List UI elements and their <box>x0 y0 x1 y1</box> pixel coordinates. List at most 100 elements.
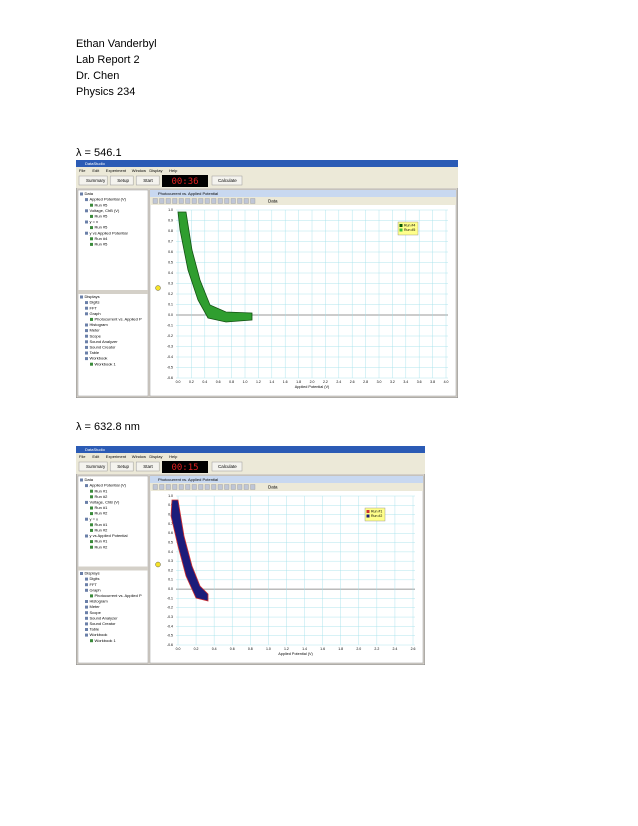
window-title: DataStudio <box>85 447 106 452</box>
tree-item: y = x <box>90 219 99 224</box>
tool-icon <box>191 198 197 204</box>
y-tick-label: 0.4 <box>168 271 173 275</box>
tool-icon <box>224 484 230 490</box>
x-tick-label: 0.8 <box>248 647 253 651</box>
tool-icon <box>178 484 184 490</box>
tool-icon <box>165 484 171 490</box>
tree-icon <box>85 600 88 603</box>
tree-item: Data <box>85 191 94 196</box>
calculate-label: Calculate <box>218 178 237 183</box>
y-tick-label: -0.2 <box>167 334 173 338</box>
y-tick-label: 0.2 <box>168 292 173 296</box>
tree-item: Voltage, ChB (V) <box>90 499 120 504</box>
menu-item: File <box>79 454 86 459</box>
x-tick-label: 3.4 <box>403 380 408 384</box>
x-tick-label: 0.0 <box>176 380 181 384</box>
menu-item: Edit <box>92 454 100 459</box>
calculate-label: Calculate <box>218 464 237 469</box>
tool-icon <box>217 484 223 490</box>
x-tick-label: 1.2 <box>284 647 289 651</box>
y-tick-label: -0.5 <box>167 365 173 369</box>
tree-item: Sound Analyzer <box>90 615 119 620</box>
tree-item: FFT <box>90 305 98 310</box>
tree-icon <box>90 214 93 218</box>
tree-icon <box>85 500 88 504</box>
tool-icon <box>172 198 178 204</box>
tree-item: Run #5 <box>95 202 109 207</box>
tree-item: FFT <box>90 582 98 587</box>
menu-item: Help <box>169 168 178 173</box>
tree-icon <box>85 323 88 327</box>
tree-item: Meter <box>90 604 101 609</box>
legend-swatch <box>399 228 403 232</box>
tree-icon <box>90 362 93 366</box>
y-tick-label: 0.9 <box>168 503 173 507</box>
x-tick-label: 2.8 <box>363 380 368 384</box>
tree-icon <box>85 306 88 310</box>
x-tick-label: 0.2 <box>194 647 199 651</box>
tree-item: Displays <box>85 294 100 299</box>
graph-toolbar <box>150 483 423 491</box>
legend-label: Run #1 <box>371 510 382 514</box>
tree-icon <box>90 512 93 516</box>
author: Ethan Vanderbyl <box>76 38 157 50</box>
tree-icon <box>85 357 88 361</box>
tree-icon <box>85 351 88 355</box>
y-tick-label: -0.5 <box>167 634 173 638</box>
tool-icon <box>178 198 184 204</box>
title-bar <box>76 446 425 453</box>
tree-icon <box>90 540 93 544</box>
menu-bar <box>76 167 458 174</box>
x-tick-label: 2.6 <box>411 647 416 651</box>
tree-icon <box>90 523 93 527</box>
tree-icon <box>85 329 88 333</box>
graph-toolbar-label: Data <box>268 198 278 203</box>
tree-icon <box>85 616 88 620</box>
tool-icon <box>152 484 158 490</box>
x-tick-label: 0.6 <box>230 647 235 651</box>
tool-icon <box>198 198 204 204</box>
tree-icon <box>85 611 88 615</box>
legend-box <box>364 507 386 522</box>
toolbar-button <box>78 461 108 472</box>
tool-icon <box>165 198 171 204</box>
x-tick-label: 2.6 <box>350 380 355 384</box>
tree-icon <box>85 517 88 521</box>
window-title: DataStudio <box>85 161 106 166</box>
tree-item: Table <box>90 627 100 632</box>
y-tick-label: 0.8 <box>168 229 173 233</box>
course: Physics 234 <box>76 86 136 98</box>
x-tick-label: 3.0 <box>377 380 382 384</box>
x-tick-label: 1.6 <box>320 647 325 651</box>
tree-item: Run #2 <box>95 527 109 532</box>
menu-item: Window <box>132 168 146 173</box>
tree-item: Run #5 <box>95 225 109 230</box>
x-tick-label: 0.2 <box>189 380 194 384</box>
timer: 00:15 <box>171 463 198 473</box>
tree-item: Run #1 <box>95 488 109 493</box>
caption: λ = 632.8 nm <box>76 421 140 433</box>
x-tick-label: 0.8 <box>229 380 234 384</box>
y-tick-label: 0.1 <box>168 302 173 306</box>
tool-icon <box>217 198 223 204</box>
graph-title: Photocurrent vs. Applied Potential <box>158 191 218 196</box>
tool-icon <box>204 198 210 204</box>
y-tick-label: 0.9 <box>168 218 173 222</box>
toolbar-button <box>109 175 134 186</box>
tree-item: Histogram <box>90 599 109 604</box>
toolbar-button-label: Summary <box>86 178 106 183</box>
tree-icon <box>85 301 88 305</box>
y-tick-label: 0.7 <box>168 239 173 243</box>
y-tick-label: 1.0 <box>168 208 173 212</box>
tree-icon <box>85 583 88 587</box>
x-tick-label: 0.0 <box>176 647 181 651</box>
y-tick-label: -0.6 <box>167 643 173 647</box>
plotted-curve <box>170 499 209 602</box>
tree-item: Workbook 1 <box>95 361 117 366</box>
tree-item: y vs Applied Potential <box>90 230 128 235</box>
panel-divider <box>78 566 148 571</box>
y-tick-label: 1.0 <box>168 494 173 498</box>
